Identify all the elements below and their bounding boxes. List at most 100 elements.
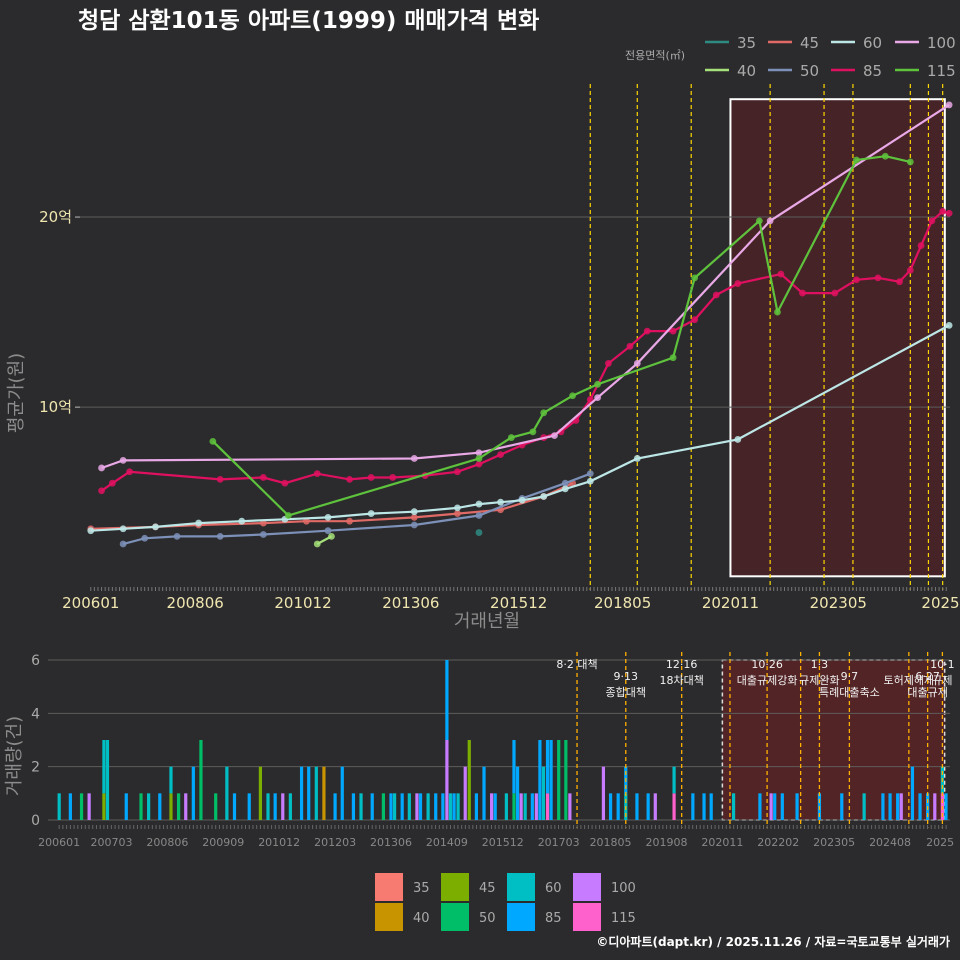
data-point-60 [633, 455, 641, 462]
data-point-85 [259, 474, 267, 481]
volume-bar-85 [646, 793, 650, 820]
y-tick-label: 0 [31, 813, 40, 829]
x-tick-label: 200806 [167, 594, 224, 612]
volume-bar-85 [158, 793, 162, 820]
y-axis-title: 평균가(원) [6, 353, 27, 433]
legend-swatch-100 [573, 873, 601, 901]
volume-bar-85 [616, 793, 620, 820]
legend-label-45: 45 [800, 34, 819, 52]
data-point-60 [119, 525, 127, 533]
data-point-50 [216, 532, 224, 540]
data-point-50 [410, 521, 418, 529]
data-point-60 [586, 477, 594, 485]
x-tick-label: 201203 [314, 836, 356, 849]
data-point-50 [173, 532, 181, 540]
data-point-50 [475, 512, 483, 519]
data-point-115 [540, 409, 548, 417]
y-tick-label: 2 [31, 760, 40, 776]
event-label-name: 종합대책 [606, 686, 646, 699]
volume-bar-100 [415, 793, 419, 820]
data-point-85 [777, 270, 785, 278]
data-point-50 [259, 531, 267, 538]
legend-swatch-45 [441, 873, 469, 901]
legend-label-85: 85 [545, 911, 562, 926]
data-point-85 [906, 266, 914, 274]
volume-bar-85 [795, 793, 799, 820]
volume-bar-60 [314, 766, 318, 820]
volume-bar-50 [176, 793, 181, 820]
data-point-40 [313, 540, 321, 548]
volume-bar-100 [568, 793, 572, 820]
volume-bar-60 [523, 793, 527, 820]
volume-bar-45 [102, 793, 106, 820]
volume-bar-100 [653, 793, 657, 820]
y-tick-label: 10억 [39, 398, 72, 416]
data-point-115 [906, 158, 914, 166]
event-label-name: 특례대출축소 [819, 686, 880, 699]
data-point-50 [586, 470, 594, 478]
x-tick-label: 200806 [146, 836, 188, 849]
volume-bar-85 [910, 766, 915, 820]
x-tick-label: 201409 [426, 836, 468, 849]
volume-bar-85 [493, 793, 497, 820]
volume-bar-60 [672, 766, 676, 794]
legend-label-60: 60 [545, 881, 562, 896]
volume-bar-85 [545, 740, 550, 794]
volume-bar-60 [169, 766, 173, 794]
data-point-100 [98, 464, 105, 472]
volume-bar-85 [441, 793, 445, 820]
data-point-60 [238, 517, 246, 525]
volume-bar-85 [881, 793, 885, 820]
volume-bar-85 [691, 793, 695, 820]
volume-bar-60 [426, 793, 430, 820]
data-point-85 [497, 451, 504, 459]
legend-label-50: 50 [479, 911, 496, 926]
volume-bar-85 [340, 766, 344, 820]
data-point-60 [734, 436, 742, 443]
data-point-85 [604, 360, 612, 367]
volume-bar-85 [758, 793, 762, 820]
legend-title: 전용면적(㎡) [625, 49, 685, 62]
y-tick-label: 4 [31, 706, 40, 722]
volume-bar-100 [534, 793, 538, 820]
data-point-85 [281, 479, 289, 487]
volume-bar-45 [169, 793, 173, 820]
price-line-plot: 10억 20억 200601 200806 201012 201306 201512 2018… [6, 84, 960, 632]
data-point-60 [945, 321, 953, 329]
volume-bar-100 [463, 766, 467, 820]
data-point-60 [518, 496, 526, 504]
event-label-date: 10·26 [751, 658, 783, 671]
volume-bar-60 [504, 793, 508, 820]
volume-bar-85 [635, 793, 639, 820]
x-tick-label: 2025 [926, 836, 954, 849]
volume-bar-85 [307, 766, 311, 820]
volume-bar-plot: 0 2 4 6 거래량(건) 8·2 대책 9·13 종합대책 12·16 18차대책 10·26 대… [4, 652, 955, 849]
volume-bar-85 [896, 793, 900, 820]
volume-bar-85 [538, 740, 542, 820]
data-point-50 [324, 527, 332, 535]
data-point-45 [454, 510, 461, 517]
data-point-60 [497, 498, 504, 506]
volume-bar-60 [102, 740, 106, 794]
data-point-100 [119, 456, 127, 464]
data-point-85 [108, 479, 116, 487]
volume-bar-85 [400, 793, 404, 820]
volume-bar-85 [247, 793, 251, 820]
x-tick-label: 2025 [921, 594, 959, 612]
x-tick-label: 202011 [702, 594, 759, 612]
data-point-100 [945, 101, 953, 109]
volume-bar-115 [545, 793, 550, 820]
data-point-45 [346, 517, 353, 525]
event-label-date: 6·27 [915, 670, 940, 683]
volume-bar-50 [557, 740, 561, 820]
volume-bar-60 [147, 793, 151, 820]
data-point-60 [324, 513, 332, 521]
legend-swatch-85 [507, 903, 535, 931]
volume-bar-85 [418, 793, 423, 820]
data-point-100 [475, 449, 483, 457]
data-point-85 [945, 209, 953, 217]
volume-bar-100 [601, 766, 606, 820]
data-point-115 [669, 354, 677, 362]
volume-bar-85 [68, 793, 72, 820]
volume-bar-50 [564, 740, 568, 820]
